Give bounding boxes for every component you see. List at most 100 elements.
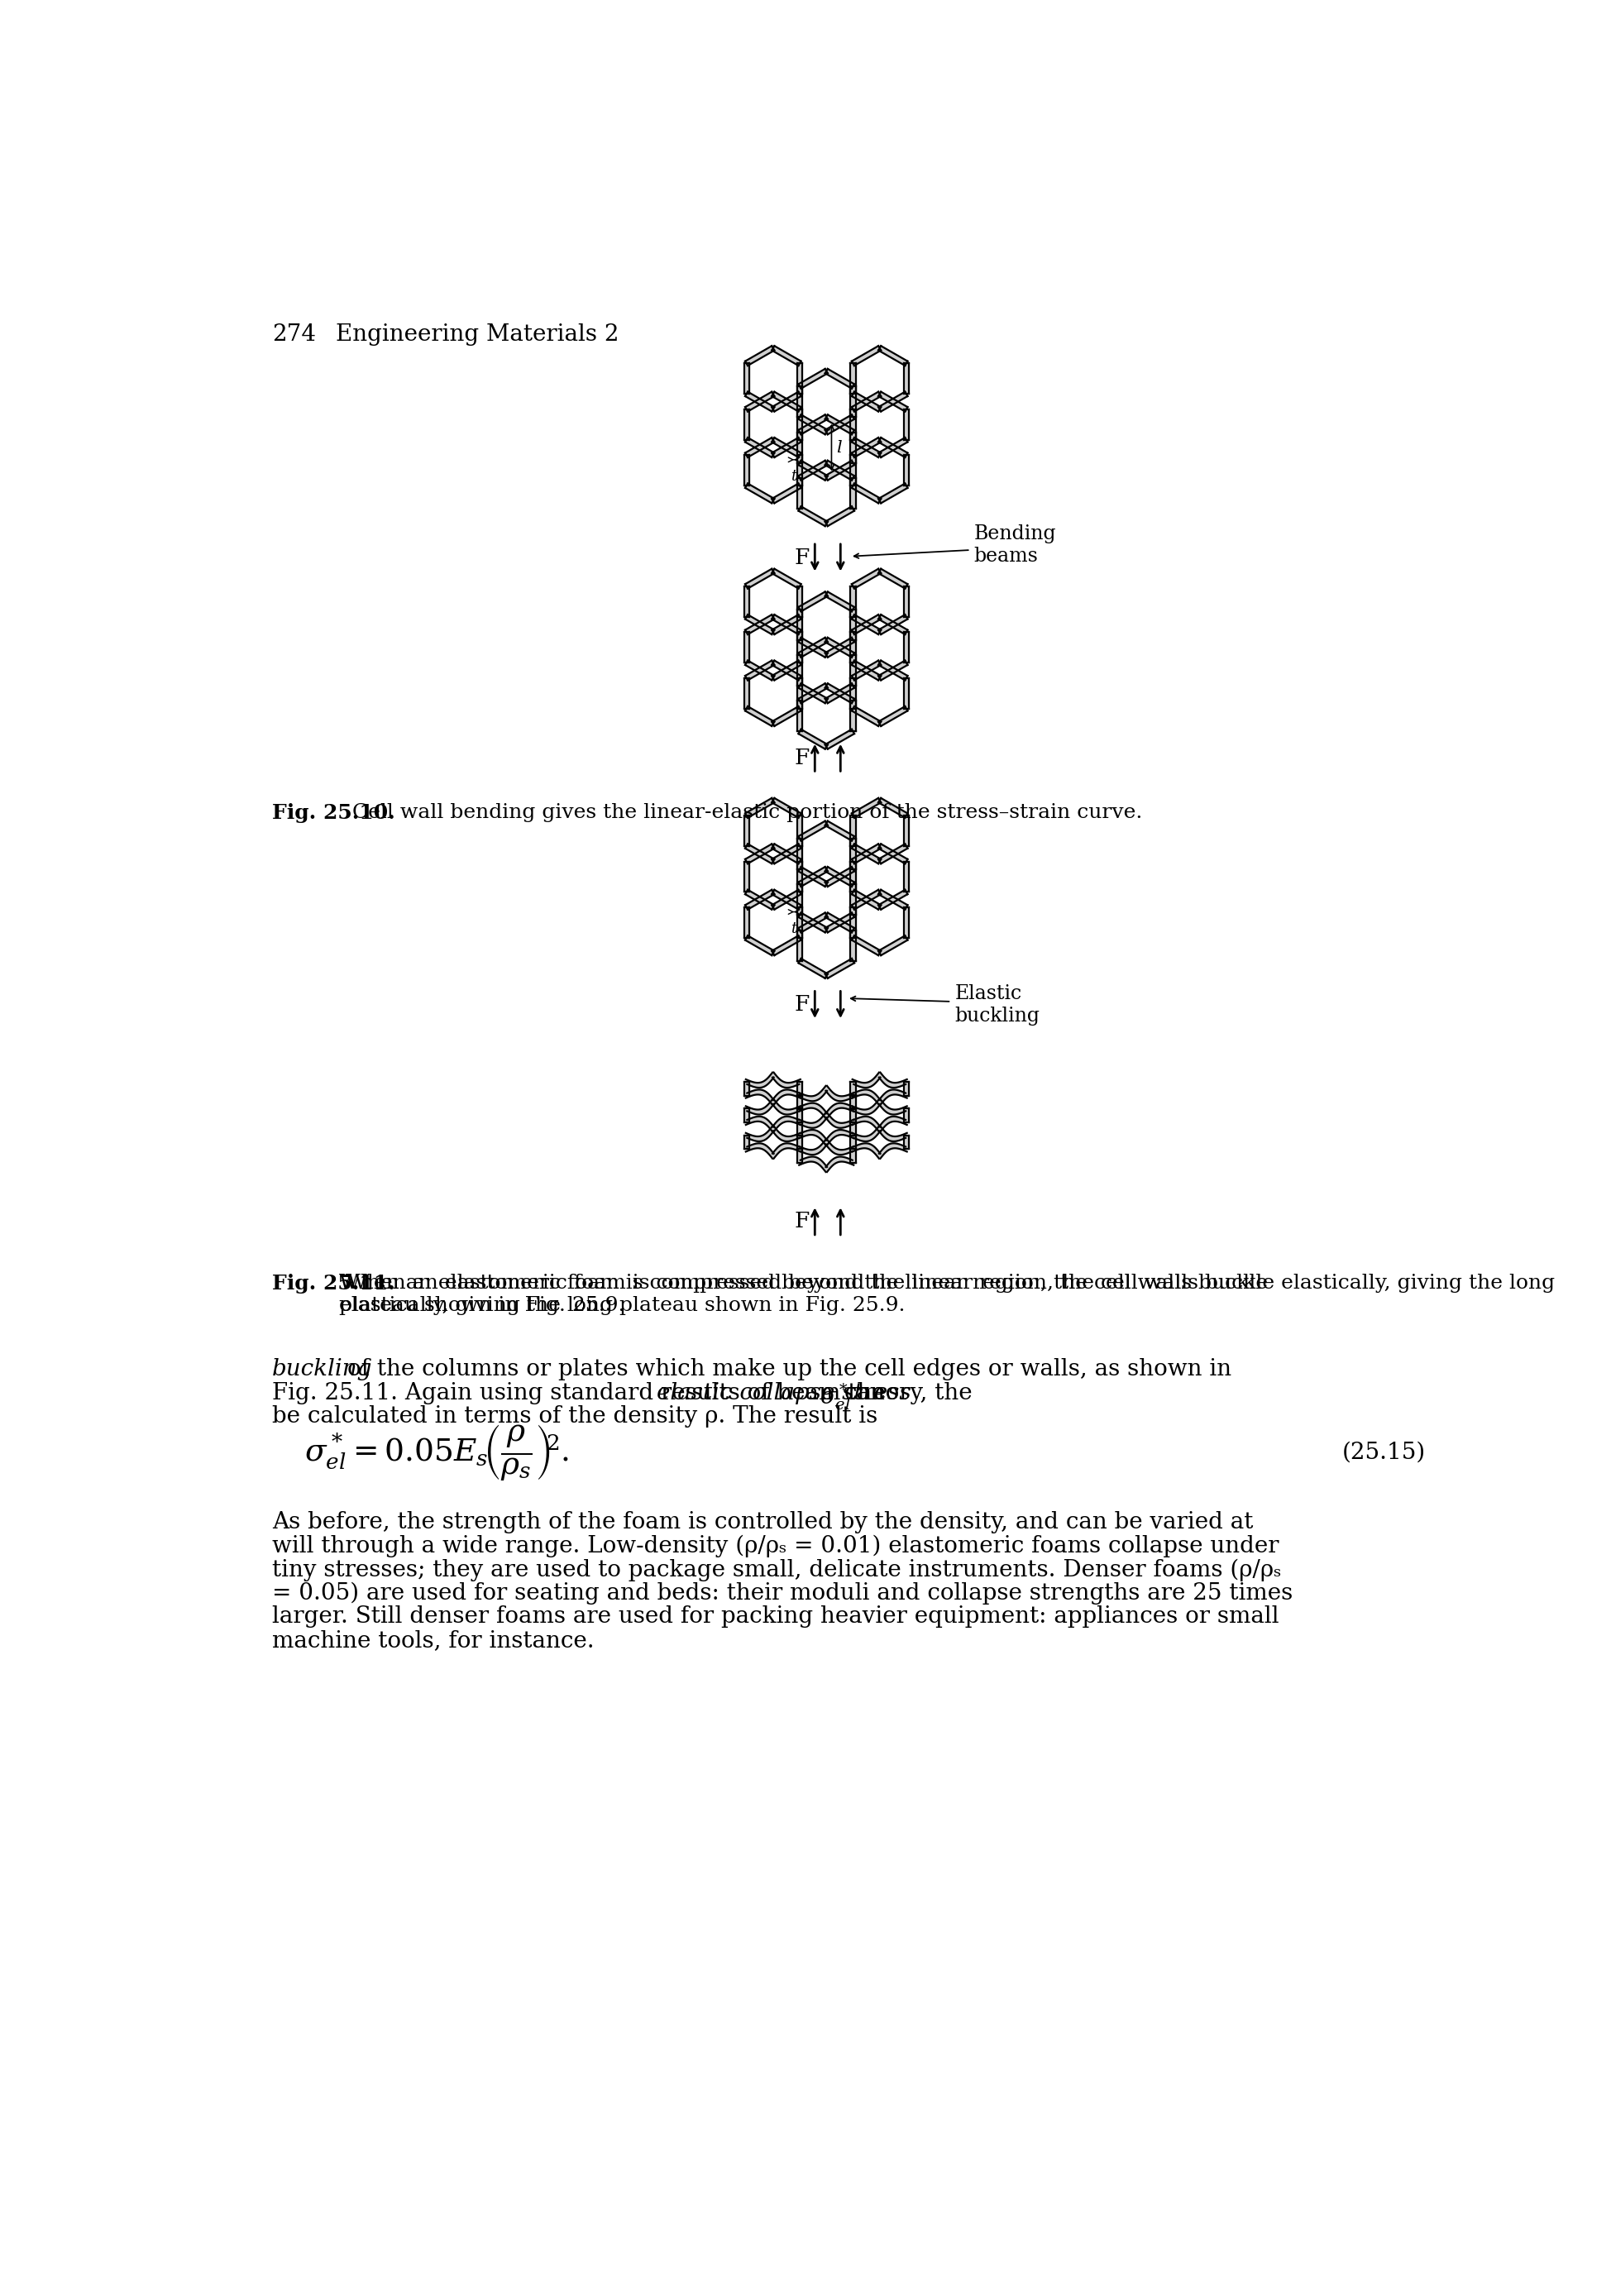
Polygon shape [851, 677, 855, 709]
Polygon shape [772, 845, 801, 863]
Polygon shape [825, 638, 854, 657]
Polygon shape [744, 799, 773, 817]
Polygon shape [797, 815, 802, 847]
Polygon shape [772, 661, 801, 680]
Polygon shape [851, 1109, 855, 1123]
Polygon shape [744, 677, 749, 709]
Polygon shape [825, 1102, 854, 1118]
Polygon shape [825, 461, 854, 480]
Polygon shape [878, 707, 907, 726]
Polygon shape [851, 432, 855, 464]
Text: buckling: buckling [272, 1359, 372, 1380]
Polygon shape [851, 1123, 855, 1137]
Polygon shape [851, 815, 855, 847]
Text: When an elastomeric foam is compressed beyond the linear region, the cell walls : When an elastomeric foam is compressed b… [338, 1274, 1555, 1316]
Polygon shape [744, 347, 773, 365]
Polygon shape [878, 1116, 907, 1132]
Text: can: can [844, 1382, 884, 1405]
Text: be calculated in terms of the density ρ. The result is: be calculated in terms of the density ρ.… [272, 1405, 876, 1428]
Polygon shape [878, 1143, 907, 1159]
Polygon shape [772, 615, 801, 634]
Polygon shape [904, 1137, 909, 1150]
Polygon shape [878, 891, 907, 909]
Polygon shape [744, 439, 773, 457]
Polygon shape [797, 907, 802, 937]
Polygon shape [799, 1114, 826, 1127]
Polygon shape [904, 907, 909, 937]
Polygon shape [797, 677, 802, 709]
Text: Fig. 25.10.: Fig. 25.10. [272, 804, 395, 822]
Polygon shape [797, 363, 802, 395]
Polygon shape [744, 661, 773, 680]
Polygon shape [744, 1081, 749, 1095]
Polygon shape [744, 891, 773, 909]
Polygon shape [744, 845, 773, 863]
Polygon shape [851, 838, 855, 870]
Polygon shape [878, 937, 907, 955]
Polygon shape [744, 1137, 749, 1150]
Polygon shape [744, 569, 773, 588]
Text: F: F [794, 746, 809, 767]
Polygon shape [797, 416, 826, 434]
Polygon shape [904, 409, 909, 441]
Polygon shape [744, 393, 773, 411]
Polygon shape [797, 884, 802, 914]
Polygon shape [878, 1125, 907, 1141]
Polygon shape [797, 416, 826, 434]
Text: Engineering Materials 2: Engineering Materials 2 [337, 324, 619, 347]
Polygon shape [797, 1081, 802, 1095]
Polygon shape [772, 1100, 801, 1114]
Polygon shape [878, 439, 907, 457]
Polygon shape [797, 370, 826, 388]
Polygon shape [797, 930, 802, 960]
Polygon shape [878, 845, 907, 863]
Polygon shape [851, 891, 881, 909]
Polygon shape [878, 799, 907, 817]
Polygon shape [797, 1109, 802, 1123]
Polygon shape [851, 478, 855, 510]
Polygon shape [825, 416, 854, 434]
Polygon shape [825, 868, 854, 886]
Polygon shape [851, 409, 855, 441]
Polygon shape [904, 677, 909, 709]
Polygon shape [878, 484, 907, 503]
Text: F: F [794, 1210, 809, 1231]
Polygon shape [851, 661, 881, 680]
Polygon shape [799, 1139, 826, 1155]
Text: Fig. 25.11.: Fig. 25.11. [272, 1274, 395, 1295]
Polygon shape [744, 484, 773, 503]
Polygon shape [797, 684, 826, 703]
Polygon shape [797, 461, 826, 480]
Text: of the columns or plates which make up the cell edges or walls, as shown in: of the columns or plates which make up t… [348, 1359, 1231, 1380]
Polygon shape [772, 845, 801, 863]
Polygon shape [797, 684, 826, 703]
Polygon shape [851, 569, 881, 588]
Polygon shape [797, 1095, 802, 1109]
Polygon shape [797, 638, 826, 657]
Polygon shape [851, 393, 881, 411]
Polygon shape [878, 615, 907, 634]
Polygon shape [772, 937, 801, 955]
Polygon shape [825, 1157, 854, 1171]
Polygon shape [797, 1123, 802, 1137]
Polygon shape [851, 845, 881, 863]
Polygon shape [799, 1086, 826, 1102]
Polygon shape [825, 730, 854, 748]
Polygon shape [904, 1109, 909, 1123]
Polygon shape [797, 868, 826, 886]
Polygon shape [851, 700, 855, 732]
Polygon shape [878, 569, 907, 588]
Polygon shape [851, 654, 855, 687]
Polygon shape [797, 1137, 802, 1150]
Polygon shape [852, 1072, 880, 1088]
Polygon shape [772, 347, 801, 365]
Polygon shape [772, 1143, 801, 1159]
Polygon shape [799, 1130, 826, 1146]
Polygon shape [852, 1116, 880, 1132]
Polygon shape [851, 615, 881, 634]
Polygon shape [825, 370, 854, 388]
Polygon shape [797, 478, 802, 510]
Polygon shape [772, 393, 801, 411]
Polygon shape [744, 363, 749, 395]
Polygon shape [878, 661, 907, 680]
